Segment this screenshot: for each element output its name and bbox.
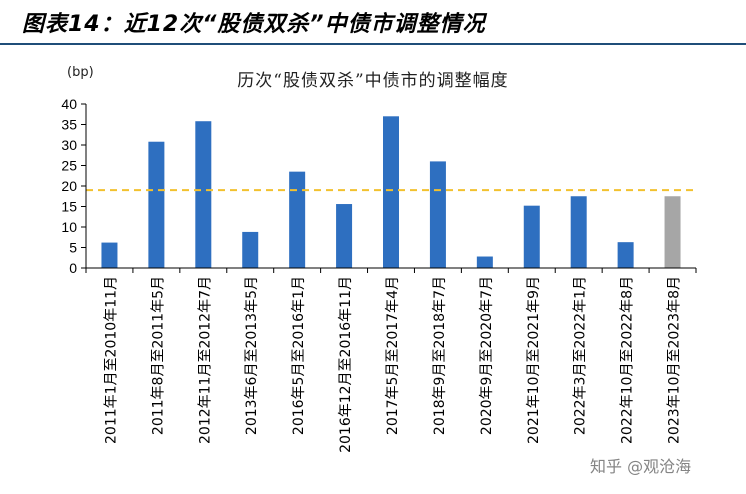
x-tick-label: 2022年3月至2022年1月: [573, 276, 589, 435]
y-tick-label: 10: [61, 219, 77, 235]
watermark: 知乎 @观沧海: [590, 457, 692, 476]
bar: [523, 205, 540, 268]
x-tick-label: 2011年8月至2011年5月: [150, 276, 166, 435]
bar: [289, 171, 306, 268]
bar: [148, 141, 165, 268]
bar: [195, 121, 212, 268]
y-tick-label: 30: [61, 137, 77, 153]
y-axis-unit: (bp): [67, 65, 94, 80]
x-tick-label: 2011年1月至2010年11月: [103, 276, 119, 444]
x-tick-label: 2023年10月至2023年8月: [667, 276, 683, 444]
bar: [570, 196, 587, 268]
bar: [383, 116, 399, 268]
bar: [101, 242, 118, 268]
x-tick-label: 2013年6月至2013年5月: [244, 276, 260, 435]
x-tick-label: 2018年9月至2018年7月: [432, 276, 448, 435]
x-tick-label: 2017年5月至2017年4月: [385, 276, 401, 435]
y-axis-ticks: 0 5 10 15 20 25 30 35 40: [61, 96, 697, 276]
x-tick-label: 2020年9月至2020年7月: [479, 276, 495, 435]
y-tick-label: 5: [69, 240, 77, 256]
y-tick-label: 0: [69, 260, 77, 276]
bar: [429, 161, 446, 268]
bar: [336, 204, 353, 268]
bar: [664, 196, 681, 268]
x-tick-label: 2022年10月至2022年8月: [620, 276, 636, 444]
x-tick-label: 2021年10月至2021年9月: [526, 276, 542, 444]
chart-title: 历次“股债双杀”中债市的调整幅度: [237, 71, 509, 91]
y-tick-label: 20: [61, 178, 77, 194]
y-tick-label: 40: [61, 96, 77, 112]
bar: [242, 231, 259, 268]
y-tick-label: 25: [61, 158, 77, 174]
x-tick-label: 2012年11月至2012年7月: [197, 276, 213, 444]
y-tick-label: 15: [61, 199, 77, 215]
figure-title: 图表14：近12次“股债双杀”中债市调整情况: [22, 12, 486, 37]
bars-group: [101, 116, 681, 268]
y-tick-label: 35: [61, 117, 77, 133]
bar: [476, 256, 493, 268]
header-divider: [0, 43, 746, 45]
x-axis-labels: 2011年1月至2010年11月 2011年8月至2011年5月 2012年11月至…: [103, 276, 682, 453]
x-tick-label: 2016年12月至2016年11月: [338, 276, 354, 453]
bar: [617, 242, 634, 268]
x-tick-label: 2016年5月至2016年1月: [291, 276, 307, 435]
